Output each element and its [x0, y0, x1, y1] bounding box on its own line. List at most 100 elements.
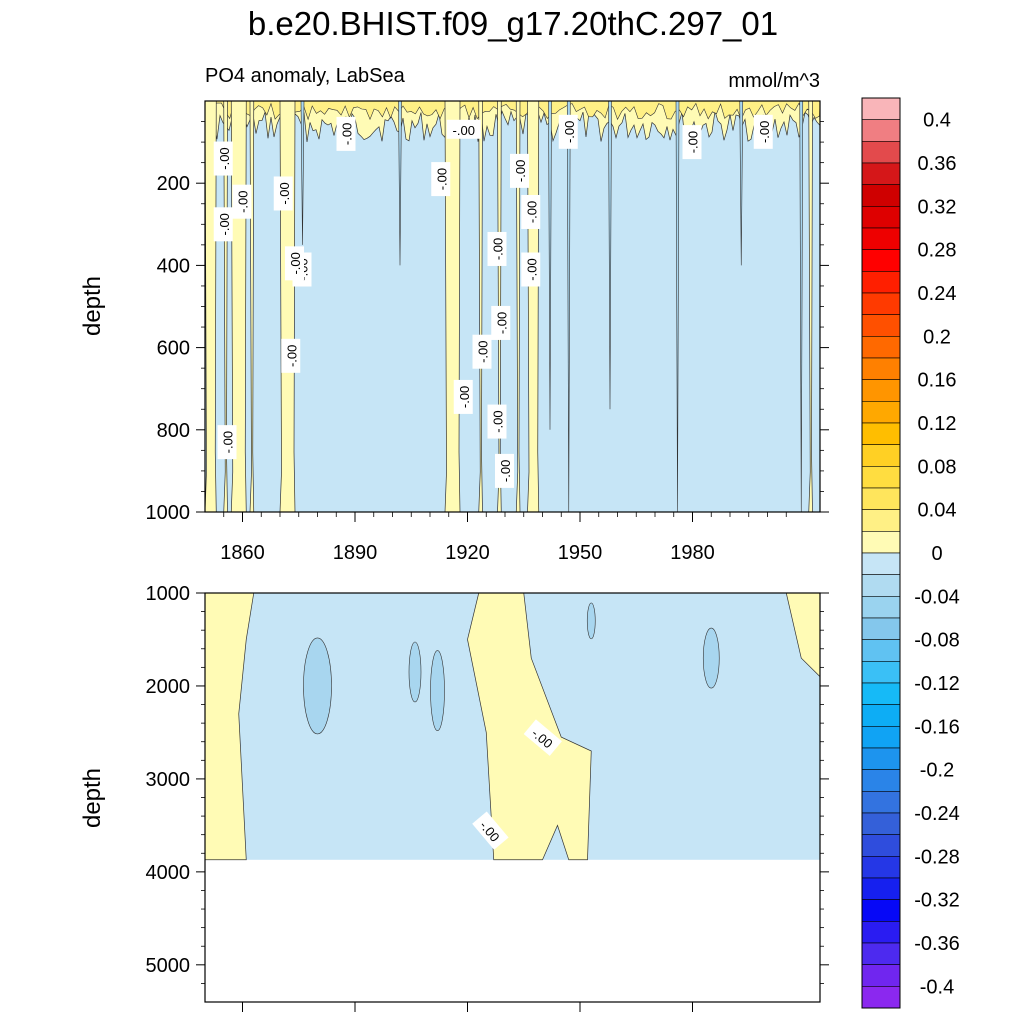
- contour-label-text: -.00: [288, 252, 303, 274]
- contour-label-text: -.00: [457, 386, 472, 408]
- colorbar-swatch: [861, 574, 901, 597]
- colorbar-label: -0.16: [914, 716, 960, 738]
- contour-label: -.00: [487, 404, 507, 439]
- colorbar-swatch: [861, 509, 901, 532]
- colorbar-swatch: [861, 639, 901, 662]
- colorbar-swatch: [861, 401, 901, 424]
- contour-label: -.00: [472, 811, 509, 850]
- contour-label-text: -.00: [340, 123, 355, 145]
- colorbar-label: 0.28: [918, 240, 957, 262]
- contour-label-text: -.00: [491, 238, 506, 260]
- colorbar-label: 0.12: [918, 413, 957, 435]
- x-tick-label: 1950: [558, 542, 603, 564]
- colorbar-swatch: [861, 942, 901, 965]
- colorbar-swatch: [861, 119, 901, 142]
- colorbar-label: 0.24: [918, 283, 957, 305]
- colorbar-swatch: [861, 487, 901, 510]
- colorbar-swatch: [861, 184, 901, 207]
- colorbar-swatch: [861, 704, 901, 727]
- chart-subtitle: PO4 anomaly, LabSea: [205, 65, 406, 87]
- upper-surface-strong-layer: [204, 100, 821, 121]
- contour-label: -.00: [213, 141, 233, 176]
- y-tick-label: 400: [157, 255, 190, 277]
- colorbar-swatch: [861, 791, 901, 814]
- contour-label-text: -.00: [498, 460, 513, 482]
- colorbar-swatch: [861, 249, 901, 272]
- lower-negative-blob: [303, 637, 332, 735]
- colorbar-swatch: [861, 834, 901, 857]
- colorbar-swatch: [861, 531, 901, 554]
- colorbar-label: -0.36: [914, 933, 960, 955]
- x-tick-label: 1920: [445, 542, 490, 564]
- colorbar-swatch: [861, 466, 901, 489]
- contour-label-text: -.00: [217, 213, 232, 235]
- colorbar-label: 0.08: [918, 456, 957, 478]
- contour-label: -.00: [558, 114, 578, 149]
- colorbar-label: -0.4: [920, 976, 954, 998]
- colorbar-label: -0.24: [914, 803, 960, 825]
- colorbar-label: 0.36: [918, 153, 957, 175]
- lower-negative-blob: [586, 602, 596, 640]
- colorbar-label: -0.32: [914, 890, 960, 912]
- colorbar-swatch: [861, 227, 901, 250]
- y-tick-label: 2000: [146, 676, 191, 698]
- y-tick-label: 4000: [146, 862, 191, 884]
- contour-label: -.00: [232, 184, 252, 219]
- colorbar-label: 0.4: [923, 110, 951, 132]
- contour-label: -.00: [495, 453, 514, 488]
- contour-label-text: -.00: [491, 410, 506, 432]
- contour-label-text: -.00: [284, 345, 299, 367]
- contour-label-text: -.00: [476, 341, 491, 363]
- contour-label-text: -.00: [434, 168, 449, 190]
- upper-positive-band: [527, 100, 540, 513]
- colorbar-swatch: [861, 422, 901, 445]
- colorbar-swatch: [861, 769, 901, 792]
- colorbar-swatch: [861, 444, 901, 467]
- contour-label: -.00: [487, 231, 507, 266]
- colorbar-swatch: [861, 856, 901, 879]
- colorbar-swatch: [861, 661, 901, 684]
- colorbar-label: -0.28: [914, 846, 960, 868]
- upper-panel: -.00-.00-.00-.00-.00-.00-.00-.00 -.00-.00…: [79, 100, 829, 564]
- colorbar-swatch: [861, 292, 901, 315]
- y-tick-label: 1000: [146, 583, 191, 605]
- contour-label: -.00: [521, 194, 541, 229]
- contour-label-text: -.00: [757, 121, 772, 143]
- contour-label: -.00: [285, 246, 304, 281]
- y-tick-label: 3000: [146, 769, 191, 791]
- colorbar-label: -0.12: [914, 673, 960, 695]
- colorbar-label: 0.04: [918, 500, 957, 522]
- colorbar-swatch: [861, 986, 901, 1009]
- contour-label: -.00: [682, 125, 702, 160]
- lower-negative-blob: [702, 627, 720, 689]
- colorbar-swatch: [861, 682, 901, 705]
- contour-label: -.00: [217, 425, 237, 460]
- contour-label-text: -.00: [221, 431, 236, 453]
- colorbar-swatch: [861, 206, 901, 229]
- x-tick-label: 1980: [670, 542, 715, 564]
- y-tick-label: 600: [157, 338, 190, 360]
- colorbar-label: 0.32: [918, 196, 957, 218]
- contour-label: -.00: [213, 207, 233, 242]
- colorbar-swatch: [861, 812, 901, 835]
- colorbar-swatch: [861, 617, 901, 640]
- contour-label: -.00: [472, 334, 492, 369]
- contour-label-text: -.00: [686, 131, 701, 153]
- colorbar-swatch: [861, 141, 901, 164]
- colorbar-swatch: [861, 357, 901, 380]
- colorbar-swatch: [861, 877, 901, 900]
- colorbar-label: 0.16: [918, 370, 957, 392]
- upper-y-axis-label: depth: [79, 276, 106, 336]
- colorbar-swatch: [861, 271, 901, 294]
- contour-label-text: -.00: [217, 147, 232, 169]
- colorbar-label: -0.08: [914, 630, 960, 652]
- contour-label: -.00: [336, 116, 356, 151]
- colorbar-label: 0.2: [923, 326, 951, 348]
- colorbar-swatch: [861, 921, 901, 944]
- colorbar-swatch: [861, 379, 901, 402]
- contour-label-text: -.00: [277, 182, 292, 204]
- colorbar-swatch: [861, 964, 901, 987]
- colorbar-label: -0.04: [914, 586, 960, 608]
